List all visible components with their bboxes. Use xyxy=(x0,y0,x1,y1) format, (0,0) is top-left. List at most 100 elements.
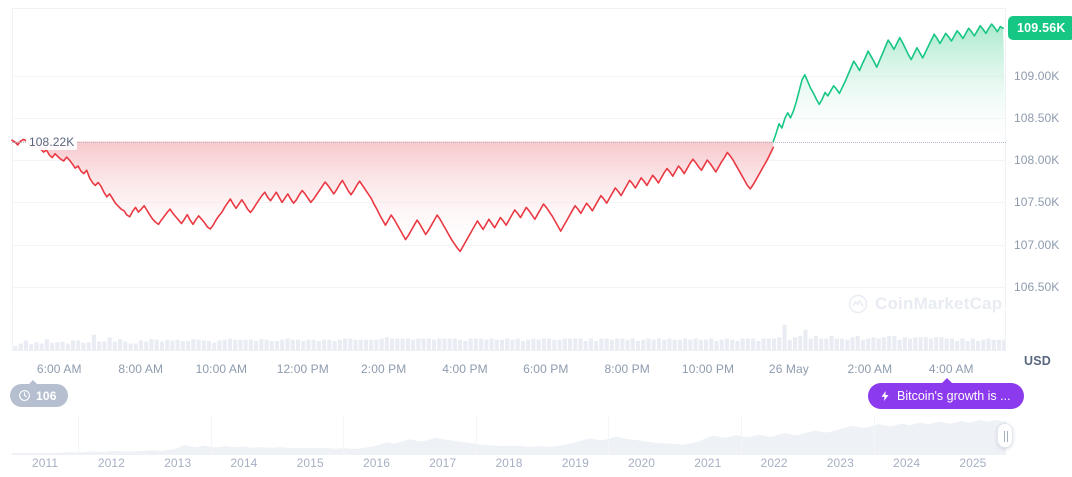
navigator-separator xyxy=(740,415,742,454)
volume-bar xyxy=(934,337,939,350)
volume-bar xyxy=(599,338,604,350)
volume-bar xyxy=(274,341,280,350)
volume-bar xyxy=(149,339,154,350)
volume-bar xyxy=(170,340,175,350)
refresh-countdown-badge[interactable]: 106 xyxy=(10,380,68,407)
x-axis-tick: 2:00 AM xyxy=(847,362,893,376)
volume-bar xyxy=(719,339,724,350)
volume-bar xyxy=(672,339,677,350)
volume-bar xyxy=(646,338,651,350)
navigator-year-tick: 2025 xyxy=(959,456,987,470)
navigator-year-tick: 2020 xyxy=(627,456,656,470)
navigator-year-tick: 2021 xyxy=(694,456,722,470)
volume-bar xyxy=(991,339,996,350)
volume-bar xyxy=(206,341,212,350)
x-axis: 6:00 AM 8:00 AM 10:00 AM 12:00 PM 2:00 PM 4:0… xyxy=(0,362,1006,384)
volume-bar xyxy=(677,339,682,350)
volume-bar xyxy=(751,338,756,350)
volume-bar xyxy=(473,338,478,350)
y-axis: 109.00K 108.50K 108.00K 107.50K 107.00K 106.5… xyxy=(1008,8,1072,368)
volume-bar xyxy=(322,339,327,350)
volume-bar xyxy=(531,338,536,350)
volume-bar xyxy=(159,341,165,350)
navigator-year-tick: 2016 xyxy=(362,456,391,470)
navigator-right-handle[interactable] xyxy=(997,423,1013,448)
range-navigator[interactable] xyxy=(12,415,1013,455)
promo-pill-label: Bitcoin's growth is ... xyxy=(897,389,1011,403)
volume-bar xyxy=(50,342,55,350)
volume-bar xyxy=(144,341,149,350)
gridline xyxy=(12,286,1006,288)
navigator-year-tick: 2013 xyxy=(164,456,192,470)
volume-bar xyxy=(604,338,609,350)
volume-bar xyxy=(186,341,191,350)
volume-bar xyxy=(489,338,494,350)
volume-bar xyxy=(714,341,719,350)
volume-bar xyxy=(730,339,735,350)
volume-bar xyxy=(709,338,714,350)
volume-bar xyxy=(505,338,510,350)
volume-bar xyxy=(222,339,227,350)
volume-bar xyxy=(86,342,91,350)
volume-bar xyxy=(91,334,96,350)
volume-bar xyxy=(128,343,133,350)
volume-bar xyxy=(112,341,117,350)
volume-bar xyxy=(913,337,918,350)
volume-bar xyxy=(808,338,813,350)
volume-bar xyxy=(452,338,457,350)
volume-bar xyxy=(510,339,515,350)
x-axis-tick: 12:00 PM xyxy=(276,362,329,376)
navigator-separator xyxy=(210,415,212,454)
volume-bar xyxy=(834,338,839,350)
volume-bar xyxy=(34,342,39,350)
volume-bar xyxy=(552,339,557,350)
volume-bar xyxy=(60,341,65,350)
promo-pill[interactable]: Bitcoin's growth is ... xyxy=(868,378,1024,409)
volume-bar xyxy=(102,341,107,350)
volume-bar xyxy=(358,339,363,350)
x-axis-tick: 2:00 PM xyxy=(360,362,407,376)
navigator-year-tick: 2023 xyxy=(826,456,854,470)
volume-bar xyxy=(97,341,102,350)
navigator-separator xyxy=(343,415,345,454)
x-axis-tick: 4:00 AM xyxy=(928,362,974,376)
navigator-year-tick: 2011 xyxy=(31,456,59,470)
y-axis-tick: 107.00K xyxy=(1014,237,1060,252)
price-plot-area[interactable]: 108.22K xyxy=(11,8,1006,308)
volume-bar xyxy=(996,339,1002,350)
volume-bar xyxy=(337,339,342,350)
navigator-separator xyxy=(608,415,610,454)
volume-bar xyxy=(76,340,81,350)
y-axis-tick: 107.50K xyxy=(1014,195,1060,210)
volume-bar xyxy=(348,338,353,350)
volume-bar xyxy=(332,341,337,350)
volume-bar xyxy=(526,339,531,350)
volume-bar xyxy=(133,343,138,350)
navigator-year-tick: 2017 xyxy=(429,456,457,470)
volume-bar xyxy=(756,341,761,350)
volume-bar xyxy=(792,337,798,350)
volume-bar xyxy=(379,338,384,350)
volume-bar xyxy=(316,341,321,350)
volume-bar xyxy=(233,339,238,350)
x-axis-tick: 6:00 PM xyxy=(523,362,569,376)
volume-bar xyxy=(447,338,452,350)
volume-bar xyxy=(740,338,745,350)
volume-bar xyxy=(965,341,970,350)
volume-bar xyxy=(196,339,201,350)
volume-bar xyxy=(609,339,614,350)
navigator-year-tick: 2019 xyxy=(561,456,589,470)
last-price-badge: 109.56K xyxy=(1008,16,1072,41)
volume-bar xyxy=(384,337,389,350)
volume-bar xyxy=(944,338,949,350)
navigator-year-tick: 2022 xyxy=(760,456,788,470)
volume-bar xyxy=(39,343,44,350)
volume-bar xyxy=(280,339,285,350)
x-axis-tick: 10:00 AM xyxy=(195,362,248,376)
volume-bar xyxy=(165,339,170,350)
volume-bar xyxy=(463,341,468,350)
volume-bar xyxy=(416,338,421,350)
volume-bar xyxy=(970,338,975,350)
volume-bar xyxy=(813,336,818,350)
volume-bar xyxy=(23,340,28,350)
